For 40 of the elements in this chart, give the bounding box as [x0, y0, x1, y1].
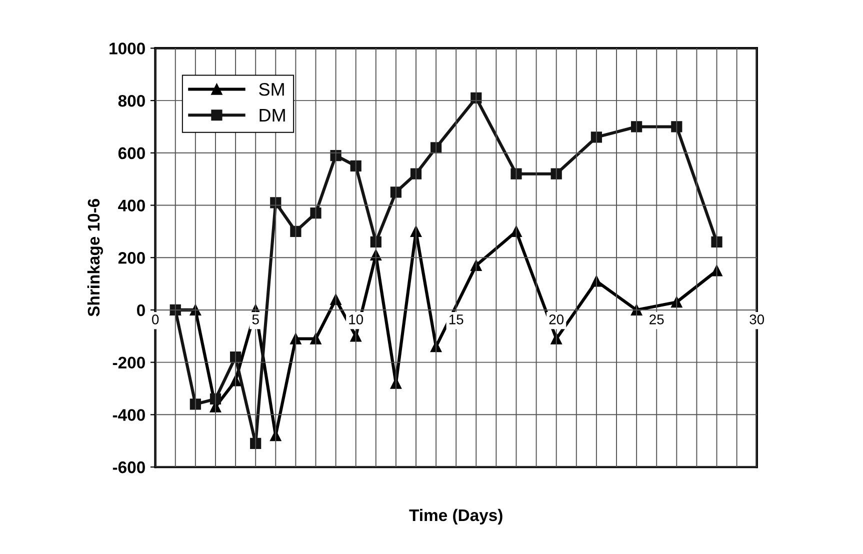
y-tick-label: -600 — [112, 461, 145, 474]
legend-label: SM — [259, 82, 284, 96]
point — [510, 226, 522, 237]
point — [390, 186, 402, 198]
x-tick-label: 5 — [252, 314, 259, 324]
point — [310, 208, 322, 219]
point — [510, 168, 522, 180]
point — [190, 398, 201, 410]
point — [290, 333, 302, 344]
y-tick-label: 1000 — [110, 42, 145, 54]
point — [410, 168, 422, 180]
x-tick-label: 15 — [449, 314, 464, 324]
point — [350, 160, 362, 172]
point — [370, 236, 382, 248]
point — [630, 121, 642, 132]
point — [590, 132, 602, 143]
point — [250, 438, 262, 450]
y-tick-label: 600 — [118, 147, 145, 160]
point — [210, 393, 222, 405]
x-tick-label: 0 — [152, 314, 159, 324]
point — [671, 121, 682, 132]
point — [550, 333, 562, 344]
y-tick-label: 800 — [118, 94, 145, 107]
legend-label: DM — [260, 109, 285, 122]
x-tick-label: 30 — [750, 314, 764, 324]
point — [290, 226, 302, 237]
y-tick-label: -200 — [112, 356, 145, 369]
point — [711, 265, 722, 276]
y-tick-label: 0 — [137, 304, 145, 316]
point — [310, 333, 322, 344]
x-tick-label: 20 — [549, 314, 564, 324]
y-tick-label: 400 — [118, 200, 145, 212]
x-tick-label: 25 — [650, 314, 664, 324]
x-tick-label: 10 — [349, 314, 364, 324]
point — [550, 168, 562, 180]
x-axis-title: Time (Days) — [409, 508, 502, 524]
y-tick-label: 200 — [118, 252, 145, 264]
point — [711, 236, 722, 248]
y-axis-title: Shrinkage 10-6 — [87, 198, 103, 316]
y-tick-label: -400 — [112, 409, 145, 421]
